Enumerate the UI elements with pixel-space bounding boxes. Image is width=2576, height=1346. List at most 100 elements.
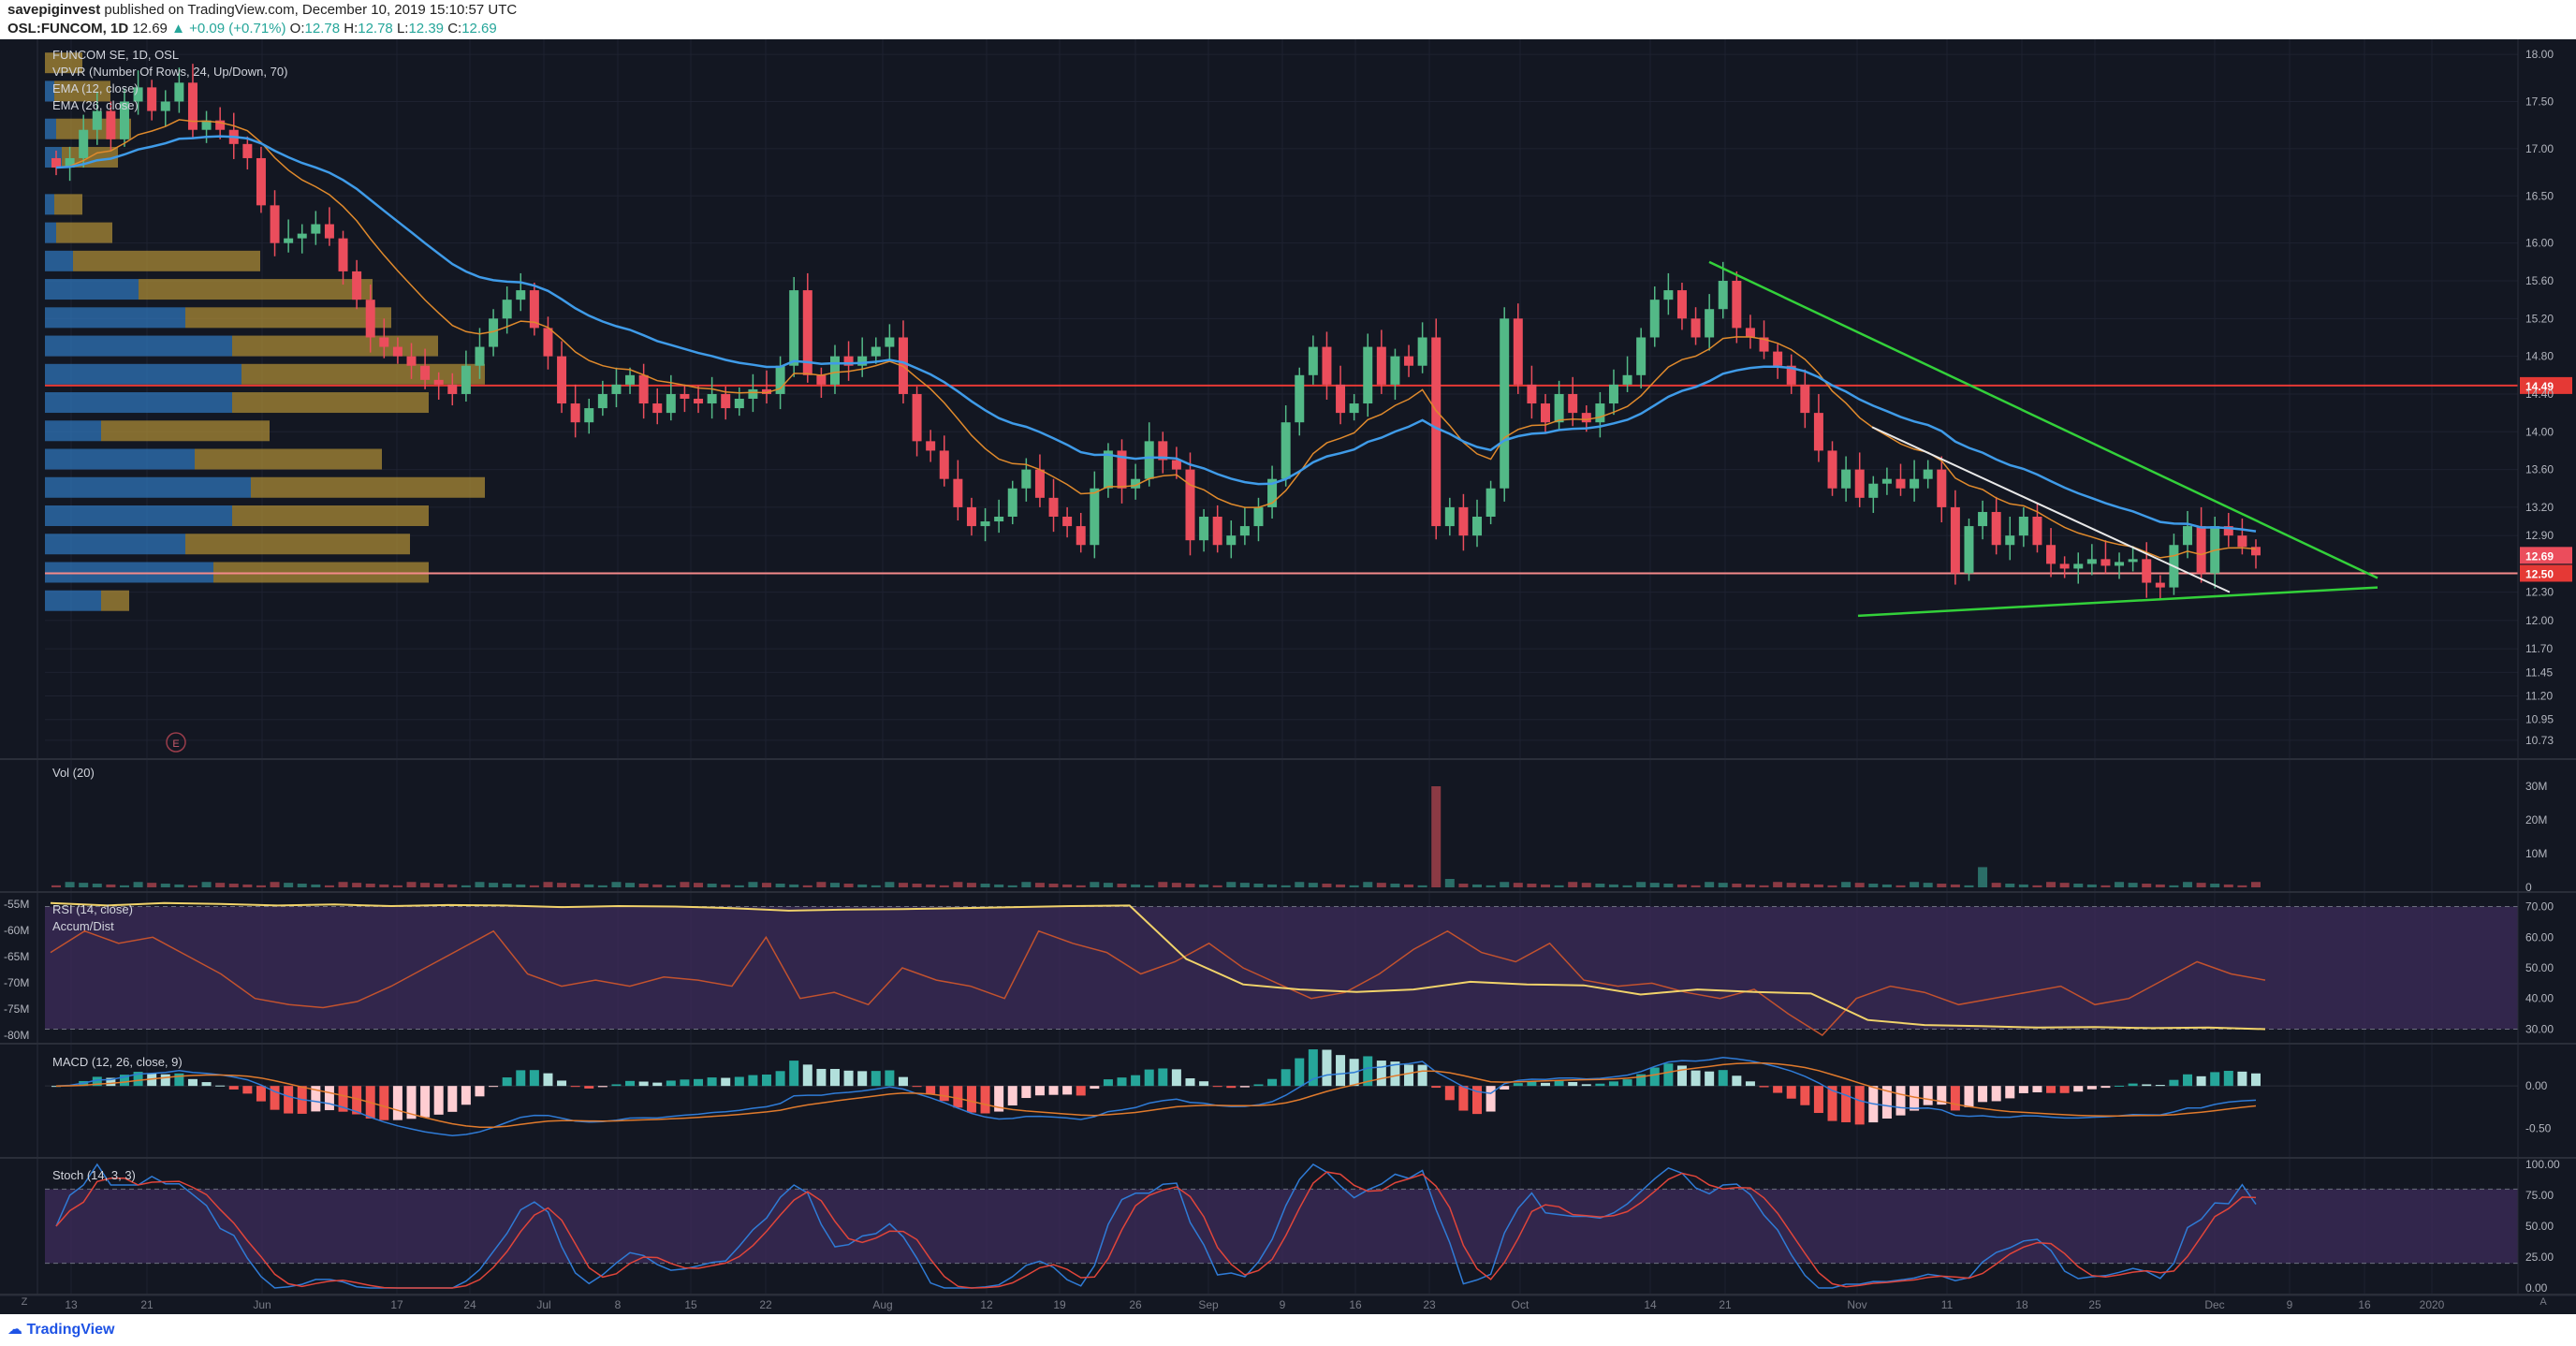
candle-body[interactable] — [680, 393, 690, 399]
candle-body[interactable] — [1281, 422, 1291, 479]
candle-body[interactable] — [1117, 450, 1127, 489]
candle-body[interactable] — [1431, 337, 1442, 527]
candle-body[interactable] — [2073, 563, 2084, 569]
candle-body[interactable] — [1444, 506, 1455, 527]
candle-body[interactable] — [392, 346, 402, 357]
candle-body[interactable] — [1349, 403, 1359, 414]
candle-body[interactable] — [51, 157, 61, 168]
candle-body[interactable] — [92, 110, 102, 130]
candle-body[interactable] — [2251, 547, 2261, 556]
candle-body[interactable] — [1622, 374, 1632, 385]
candle-body[interactable] — [119, 101, 129, 139]
candle-body[interactable] — [1895, 478, 1906, 489]
candle-body[interactable] — [174, 82, 184, 102]
candle-body[interactable] — [1158, 441, 1168, 461]
candle-body[interactable] — [2183, 526, 2193, 546]
candle-body[interactable] — [694, 399, 704, 404]
candle-body[interactable] — [1690, 318, 1701, 338]
candle-body[interactable] — [1472, 517, 1483, 536]
candle-body[interactable] — [1021, 469, 1032, 489]
candle-body[interactable] — [516, 290, 526, 300]
candle-body[interactable] — [1513, 318, 1523, 385]
candle-body[interactable] — [2046, 545, 2056, 564]
candle-body[interactable] — [584, 408, 594, 423]
candle-body[interactable] — [638, 374, 649, 404]
candle-body[interactable] — [502, 300, 512, 319]
candle-body[interactable] — [1732, 281, 1742, 329]
candle-body[interactable] — [1854, 469, 1865, 498]
candle-body[interactable] — [652, 403, 663, 414]
candle-body[interactable] — [1062, 517, 1073, 527]
candle-body[interactable] — [1663, 290, 1674, 300]
candle-body[interactable] — [1458, 506, 1469, 536]
candle-body[interactable] — [406, 356, 417, 366]
candle-body[interactable] — [1581, 413, 1591, 423]
candle-body[interactable] — [201, 120, 212, 130]
candle-body[interactable] — [65, 157, 75, 168]
candle-body[interactable] — [816, 374, 827, 385]
candle-body[interactable] — [1076, 526, 1086, 546]
candle-body[interactable] — [775, 365, 785, 394]
candle-body[interactable] — [1199, 517, 1209, 541]
candle-body[interactable] — [1527, 384, 1537, 404]
candle-body[interactable] — [1676, 290, 1687, 319]
candle-body[interactable] — [379, 337, 389, 347]
candle-body[interactable] — [953, 478, 963, 507]
candle-body[interactable] — [1773, 351, 1783, 366]
candle-body[interactable] — [1253, 506, 1264, 527]
candle-body[interactable] — [1390, 356, 1400, 385]
candle-body[interactable] — [1841, 469, 1852, 489]
candle-body[interactable] — [1978, 511, 1988, 527]
candle-body[interactable] — [1937, 469, 1947, 507]
candle-body[interactable] — [365, 300, 375, 338]
candle-body[interactable] — [1131, 478, 1141, 489]
candle-body[interactable] — [1827, 450, 1837, 489]
candle-body[interactable] — [1295, 374, 1305, 423]
candle-body[interactable] — [433, 379, 444, 385]
candle-body[interactable] — [215, 120, 226, 130]
candle-body[interactable] — [1144, 441, 1154, 479]
candle-body[interactable] — [762, 388, 772, 394]
candle-body[interactable] — [1007, 488, 1017, 517]
scale-corner-right[interactable]: A — [2539, 1296, 2547, 1308]
candle-body[interactable] — [1486, 488, 1496, 517]
candle-body[interactable] — [857, 356, 868, 366]
candle-body[interactable] — [1322, 346, 1332, 385]
candle-body[interactable] — [2142, 559, 2152, 583]
candle-body[interactable] — [1910, 478, 1920, 489]
candle-body[interactable] — [980, 521, 990, 527]
candle-body[interactable] — [256, 157, 266, 206]
earnings-icon[interactable] — [166, 732, 186, 753]
candle-body[interactable] — [324, 224, 334, 239]
candle-body[interactable] — [147, 87, 157, 111]
candle-body[interactable] — [1636, 337, 1647, 375]
candle-body[interactable] — [885, 337, 895, 347]
candle-body[interactable] — [912, 393, 922, 442]
candle-body[interactable] — [926, 441, 936, 451]
candle-body[interactable] — [1800, 384, 1810, 414]
candle-body[interactable] — [270, 205, 280, 243]
candle-body[interactable] — [1595, 403, 1605, 423]
candle-body[interactable] — [1267, 478, 1278, 507]
candle-body[interactable] — [966, 506, 976, 527]
candle-body[interactable] — [284, 238, 294, 243]
ascending-trendline[interactable] — [1857, 586, 2378, 618]
publisher-name[interactable]: savepiginvest — [7, 2, 101, 18]
candle-body[interactable] — [1881, 478, 1892, 484]
candle-body[interactable] — [721, 393, 731, 409]
candle-body[interactable] — [939, 450, 949, 479]
candle-body[interactable] — [529, 290, 539, 329]
candle-body[interactable] — [1500, 318, 1510, 489]
candle-body[interactable] — [1786, 365, 1796, 385]
candle-body[interactable] — [2032, 517, 2042, 546]
candle-body[interactable] — [2005, 535, 2015, 546]
descending-trendline[interactable] — [1708, 260, 2378, 579]
candle-body[interactable] — [871, 346, 881, 357]
candle-body[interactable] — [106, 110, 116, 139]
candle-body[interactable] — [597, 393, 607, 409]
candle-body[interactable] — [1759, 337, 1769, 352]
candle-body[interactable] — [1868, 483, 1879, 498]
candle-body[interactable] — [1540, 403, 1550, 423]
candle-body[interactable] — [1171, 460, 1181, 470]
candle-body[interactable] — [734, 399, 744, 409]
